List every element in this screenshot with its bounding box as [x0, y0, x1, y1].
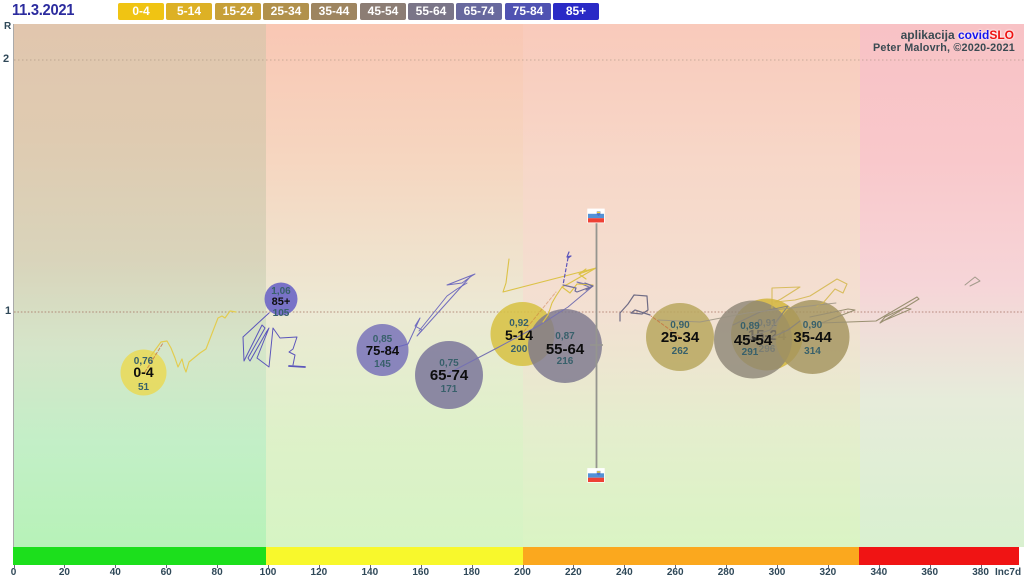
svg-text:85+: 85+	[272, 296, 291, 308]
svg-text:45-54: 45-54	[734, 332, 773, 349]
svg-text:0,90: 0,90	[670, 320, 690, 331]
svg-text:51: 51	[138, 382, 150, 393]
svg-text:0,76: 0,76	[134, 356, 154, 367]
svg-text:105: 105	[273, 308, 290, 319]
svg-text:0,92: 0,92	[509, 318, 529, 329]
svg-text:262: 262	[672, 346, 689, 357]
svg-text:75-84: 75-84	[366, 343, 400, 358]
svg-text:0,89: 0,89	[740, 321, 760, 332]
svg-text:1,06: 1,06	[271, 286, 291, 297]
svg-text:25-34: 25-34	[661, 329, 700, 346]
svg-text:55-64: 55-64	[546, 341, 585, 358]
svg-text:314: 314	[804, 346, 821, 357]
svg-text:216: 216	[557, 356, 574, 367]
svg-text:0-4: 0-4	[133, 364, 153, 380]
svg-text:65-74: 65-74	[430, 367, 469, 384]
svg-text:0,75: 0,75	[439, 358, 459, 369]
svg-text:171: 171	[441, 384, 458, 395]
svg-text:291: 291	[742, 347, 759, 358]
svg-text:200: 200	[511, 344, 528, 355]
svg-text:0,87: 0,87	[555, 331, 575, 342]
svg-text:145: 145	[374, 359, 391, 370]
svg-text:0,85: 0,85	[373, 334, 393, 345]
svg-text:5-14: 5-14	[505, 327, 533, 343]
svg-text:0,90: 0,90	[803, 320, 823, 331]
svg-text:35-44: 35-44	[793, 329, 832, 346]
